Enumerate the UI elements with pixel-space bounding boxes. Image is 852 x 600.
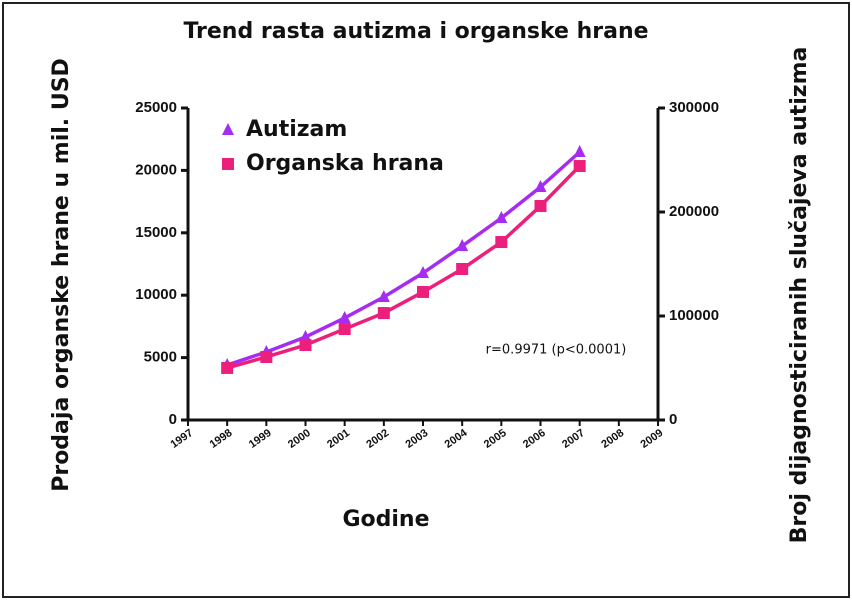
series-line (226, 150, 581, 367)
marker (456, 262, 469, 275)
marker (495, 211, 508, 224)
marker (338, 323, 351, 336)
marker (534, 199, 547, 212)
marker (260, 350, 273, 363)
marker (573, 144, 586, 157)
chart-title: Trend rasta autizma i organske hrane (183, 19, 648, 44)
y-tick-label: 0 (169, 411, 177, 428)
x-tick-label: 2002 (364, 427, 391, 451)
y2-tick-label: 200000 (669, 203, 719, 220)
x-tick-label: 1999 (247, 427, 274, 451)
x-tick-label: 1997 (168, 427, 195, 451)
marker (534, 180, 547, 193)
marker (338, 310, 351, 323)
marker (417, 266, 429, 279)
x-tick-label: 2006 (521, 427, 548, 451)
x-axis-label: Godine (342, 507, 429, 532)
legend-label: Autizam (246, 117, 347, 142)
x-tick-label: 2000 (286, 427, 313, 451)
y-tick-label: 20000 (135, 161, 177, 178)
marker (222, 158, 234, 170)
annotation: r=0.9971 (p<0.0001) (486, 343, 627, 358)
y-tick-label: 25000 (135, 99, 177, 116)
y-tick-label: 15000 (135, 224, 177, 241)
series-line (226, 164, 581, 370)
y-tick-label: 5000 (144, 349, 177, 366)
x-tick-label: 2003 (403, 427, 430, 451)
y-axis-label: Prodaja organske hrane u mil. USD (49, 58, 74, 492)
marker (222, 123, 234, 135)
y2-tick-label: 100000 (669, 307, 719, 324)
y2-tick-label: 300000 (669, 99, 719, 116)
marker (299, 338, 312, 351)
marker (221, 361, 234, 374)
marker (417, 285, 429, 298)
x-tick-label: 2008 (599, 427, 626, 451)
marker (377, 307, 390, 320)
marker (377, 289, 390, 302)
x-tick-label: 2009 (638, 427, 665, 451)
x-tick-label: 2004 (443, 427, 471, 451)
x-tick-label: 1998 (208, 427, 235, 451)
marker (495, 236, 508, 249)
x-tick-label: 2007 (560, 427, 587, 451)
y2-tick-label: 0 (669, 411, 677, 428)
legend-label: Organska hrana (246, 151, 444, 176)
x-tick-label: 2005 (482, 427, 509, 451)
marker (456, 239, 469, 252)
y2-axis-label: Broj dijagnosticiranih slučajeva autizma (787, 47, 812, 544)
x-tick-label: 2001 (325, 427, 352, 451)
marker (573, 160, 586, 173)
y-tick-label: 10000 (135, 286, 177, 303)
